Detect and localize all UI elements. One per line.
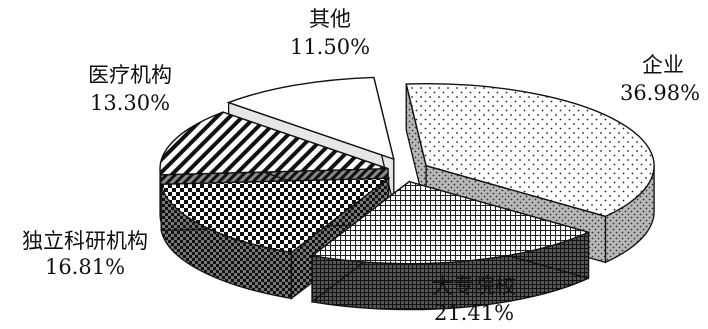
slice-value-1: 21.41% <box>434 301 514 325</box>
slice-label-4: 其他 <box>309 7 351 31</box>
pie-slice-top <box>160 177 391 254</box>
slice-label-0: 企业 <box>642 53 684 77</box>
slice-label-3: 医疗机构 <box>88 63 172 87</box>
slice-label-1: 大专院校 <box>432 274 516 298</box>
slice-value-2: 16.81% <box>45 255 125 279</box>
pie-slice-1 <box>310 180 591 311</box>
pie-slice-top <box>405 83 655 218</box>
pie-slice-top <box>226 76 395 161</box>
slice-value-4: 11.50% <box>290 35 370 59</box>
pie-slice-top <box>310 180 591 265</box>
slice-value-3: 13.30% <box>90 91 170 115</box>
slice-label-2: 独立科研机构 <box>22 229 148 253</box>
slice-value-0: 36.98% <box>620 81 700 105</box>
pie-slice-top <box>159 111 389 176</box>
